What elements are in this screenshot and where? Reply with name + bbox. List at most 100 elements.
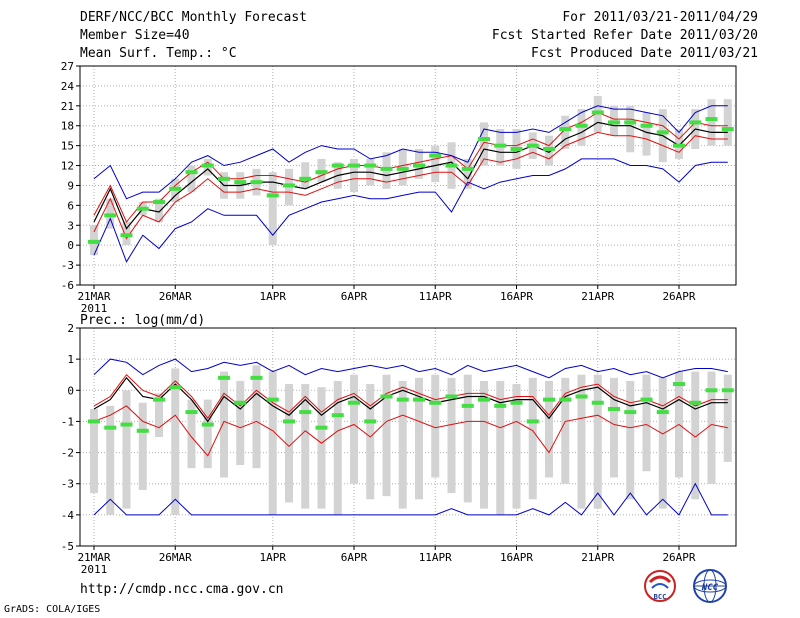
observed-marker (705, 117, 718, 122)
observed-marker (429, 153, 442, 158)
y-tick-label: 0 (67, 239, 74, 252)
observed-marker (494, 403, 507, 408)
x-year-label: 2011 (81, 302, 108, 315)
observed-marker (283, 419, 295, 424)
ensemble-box (545, 380, 553, 478)
x-tick-label: 16APR (500, 290, 533, 303)
observed-marker (136, 428, 149, 433)
ensemble-box (480, 122, 488, 166)
ensemble-box (642, 112, 651, 156)
observed-marker (104, 213, 117, 218)
ensemble-box (236, 380, 245, 466)
observed-marker (575, 394, 588, 399)
observed-marker (445, 394, 458, 399)
x-tick-label: 21APR (581, 290, 614, 303)
ensemble-box (398, 380, 407, 509)
ensemble-box (707, 371, 716, 484)
ensemble-box (333, 380, 342, 515)
ensemble-box (203, 399, 212, 469)
observed-marker (640, 397, 653, 402)
ensemble-box (415, 377, 423, 500)
observed-marker (88, 239, 100, 244)
series-ensemble-min (93, 482, 728, 516)
ensemble-box (301, 162, 310, 189)
observed-marker (104, 425, 117, 430)
observed-marker (348, 400, 360, 405)
x-tick-label: 1APR (260, 290, 287, 303)
grads-credit: GrADS: COLA/IGES (4, 604, 101, 615)
ensemble-box (187, 399, 196, 469)
ensemble-box (642, 374, 651, 472)
ensemble-box (707, 99, 716, 146)
observed-marker (543, 397, 555, 402)
ensemble-box (252, 365, 261, 469)
series-ensemble-min (93, 158, 728, 263)
observed-marker (299, 176, 312, 181)
precipitation-panel: -5 -4 -3 -2 -1 0 1 2 21MAR 26MAR 1APR 6APR 11APR 16AP… (61, 313, 737, 576)
ensemble-box (658, 377, 667, 509)
y-tick-label: -6 (61, 279, 74, 292)
member-size-label: Member Size=40 (80, 28, 190, 43)
observed-marker (413, 397, 425, 402)
observed-marker (608, 120, 620, 125)
ensemble-box (90, 408, 98, 494)
series-ensemble-mean (93, 121, 728, 230)
x-tick-label: 26MAR (159, 290, 192, 303)
ensemble-box (155, 393, 163, 437)
y-tick-label: -2 (61, 447, 74, 460)
ensemble-box (610, 377, 618, 478)
ensemble-box (723, 374, 732, 462)
observed-marker (429, 400, 442, 405)
observed-marker (624, 120, 637, 125)
observed-marker (88, 419, 100, 424)
observed-marker (136, 206, 149, 211)
x-tick-label: 11APR (419, 290, 452, 303)
observed-marker (673, 382, 685, 387)
ensemble-box (463, 374, 472, 503)
observed-marker (721, 388, 734, 393)
y-tick-label: 1 (67, 353, 74, 366)
observed-marker (364, 163, 377, 168)
x-tick-label: 6APR (341, 551, 368, 564)
ensemble-box (512, 384, 521, 509)
source-url[interactable]: http://cmdp.ncc.cma.gov.cn (80, 582, 284, 597)
y-tick-label: 15 (61, 140, 74, 153)
x-tick-label: 16APR (500, 551, 533, 564)
precipitation-title: Prec.: log(mm/d) (80, 313, 205, 328)
ensemble-box (285, 384, 293, 503)
observed-marker (250, 180, 263, 185)
observed-marker (559, 127, 572, 132)
ensemble-box (723, 99, 732, 146)
x-tick-label: 21MAR (77, 551, 110, 564)
observed-marker (461, 403, 474, 408)
observed-marker (624, 410, 637, 415)
observed-marker (591, 110, 604, 115)
observed-marker (526, 143, 539, 148)
observed-marker (526, 419, 539, 424)
variable-label: Mean Surf. Temp.: °C (80, 46, 237, 61)
series-upper-spread (93, 111, 728, 223)
x-tick-label: 6APR (341, 290, 368, 303)
x-tick-label: 1APR (260, 551, 287, 564)
ensemble-box (577, 374, 586, 509)
observed-marker (673, 143, 685, 148)
institution-logos: BCC NCC (644, 569, 727, 603)
x-tick-label: 26MAR (159, 551, 192, 564)
plot-frame (79, 65, 737, 286)
observed-marker (656, 130, 669, 135)
ensemble-box (480, 380, 488, 509)
observed-marker (283, 183, 295, 188)
observed-marker (169, 186, 182, 191)
ensemble-box (593, 374, 602, 509)
series-ensemble-max (93, 105, 728, 200)
ensemble-box (528, 377, 537, 500)
observed-marker (348, 163, 360, 168)
observed-marker (250, 375, 263, 380)
series-lower-spread (93, 405, 728, 457)
ensemble-box (220, 371, 228, 478)
observed-marker (461, 166, 474, 171)
observed-marker (331, 163, 344, 168)
y-tick-label: -4 (61, 509, 75, 522)
observed-marker (689, 400, 702, 405)
observed-marker (445, 163, 458, 168)
